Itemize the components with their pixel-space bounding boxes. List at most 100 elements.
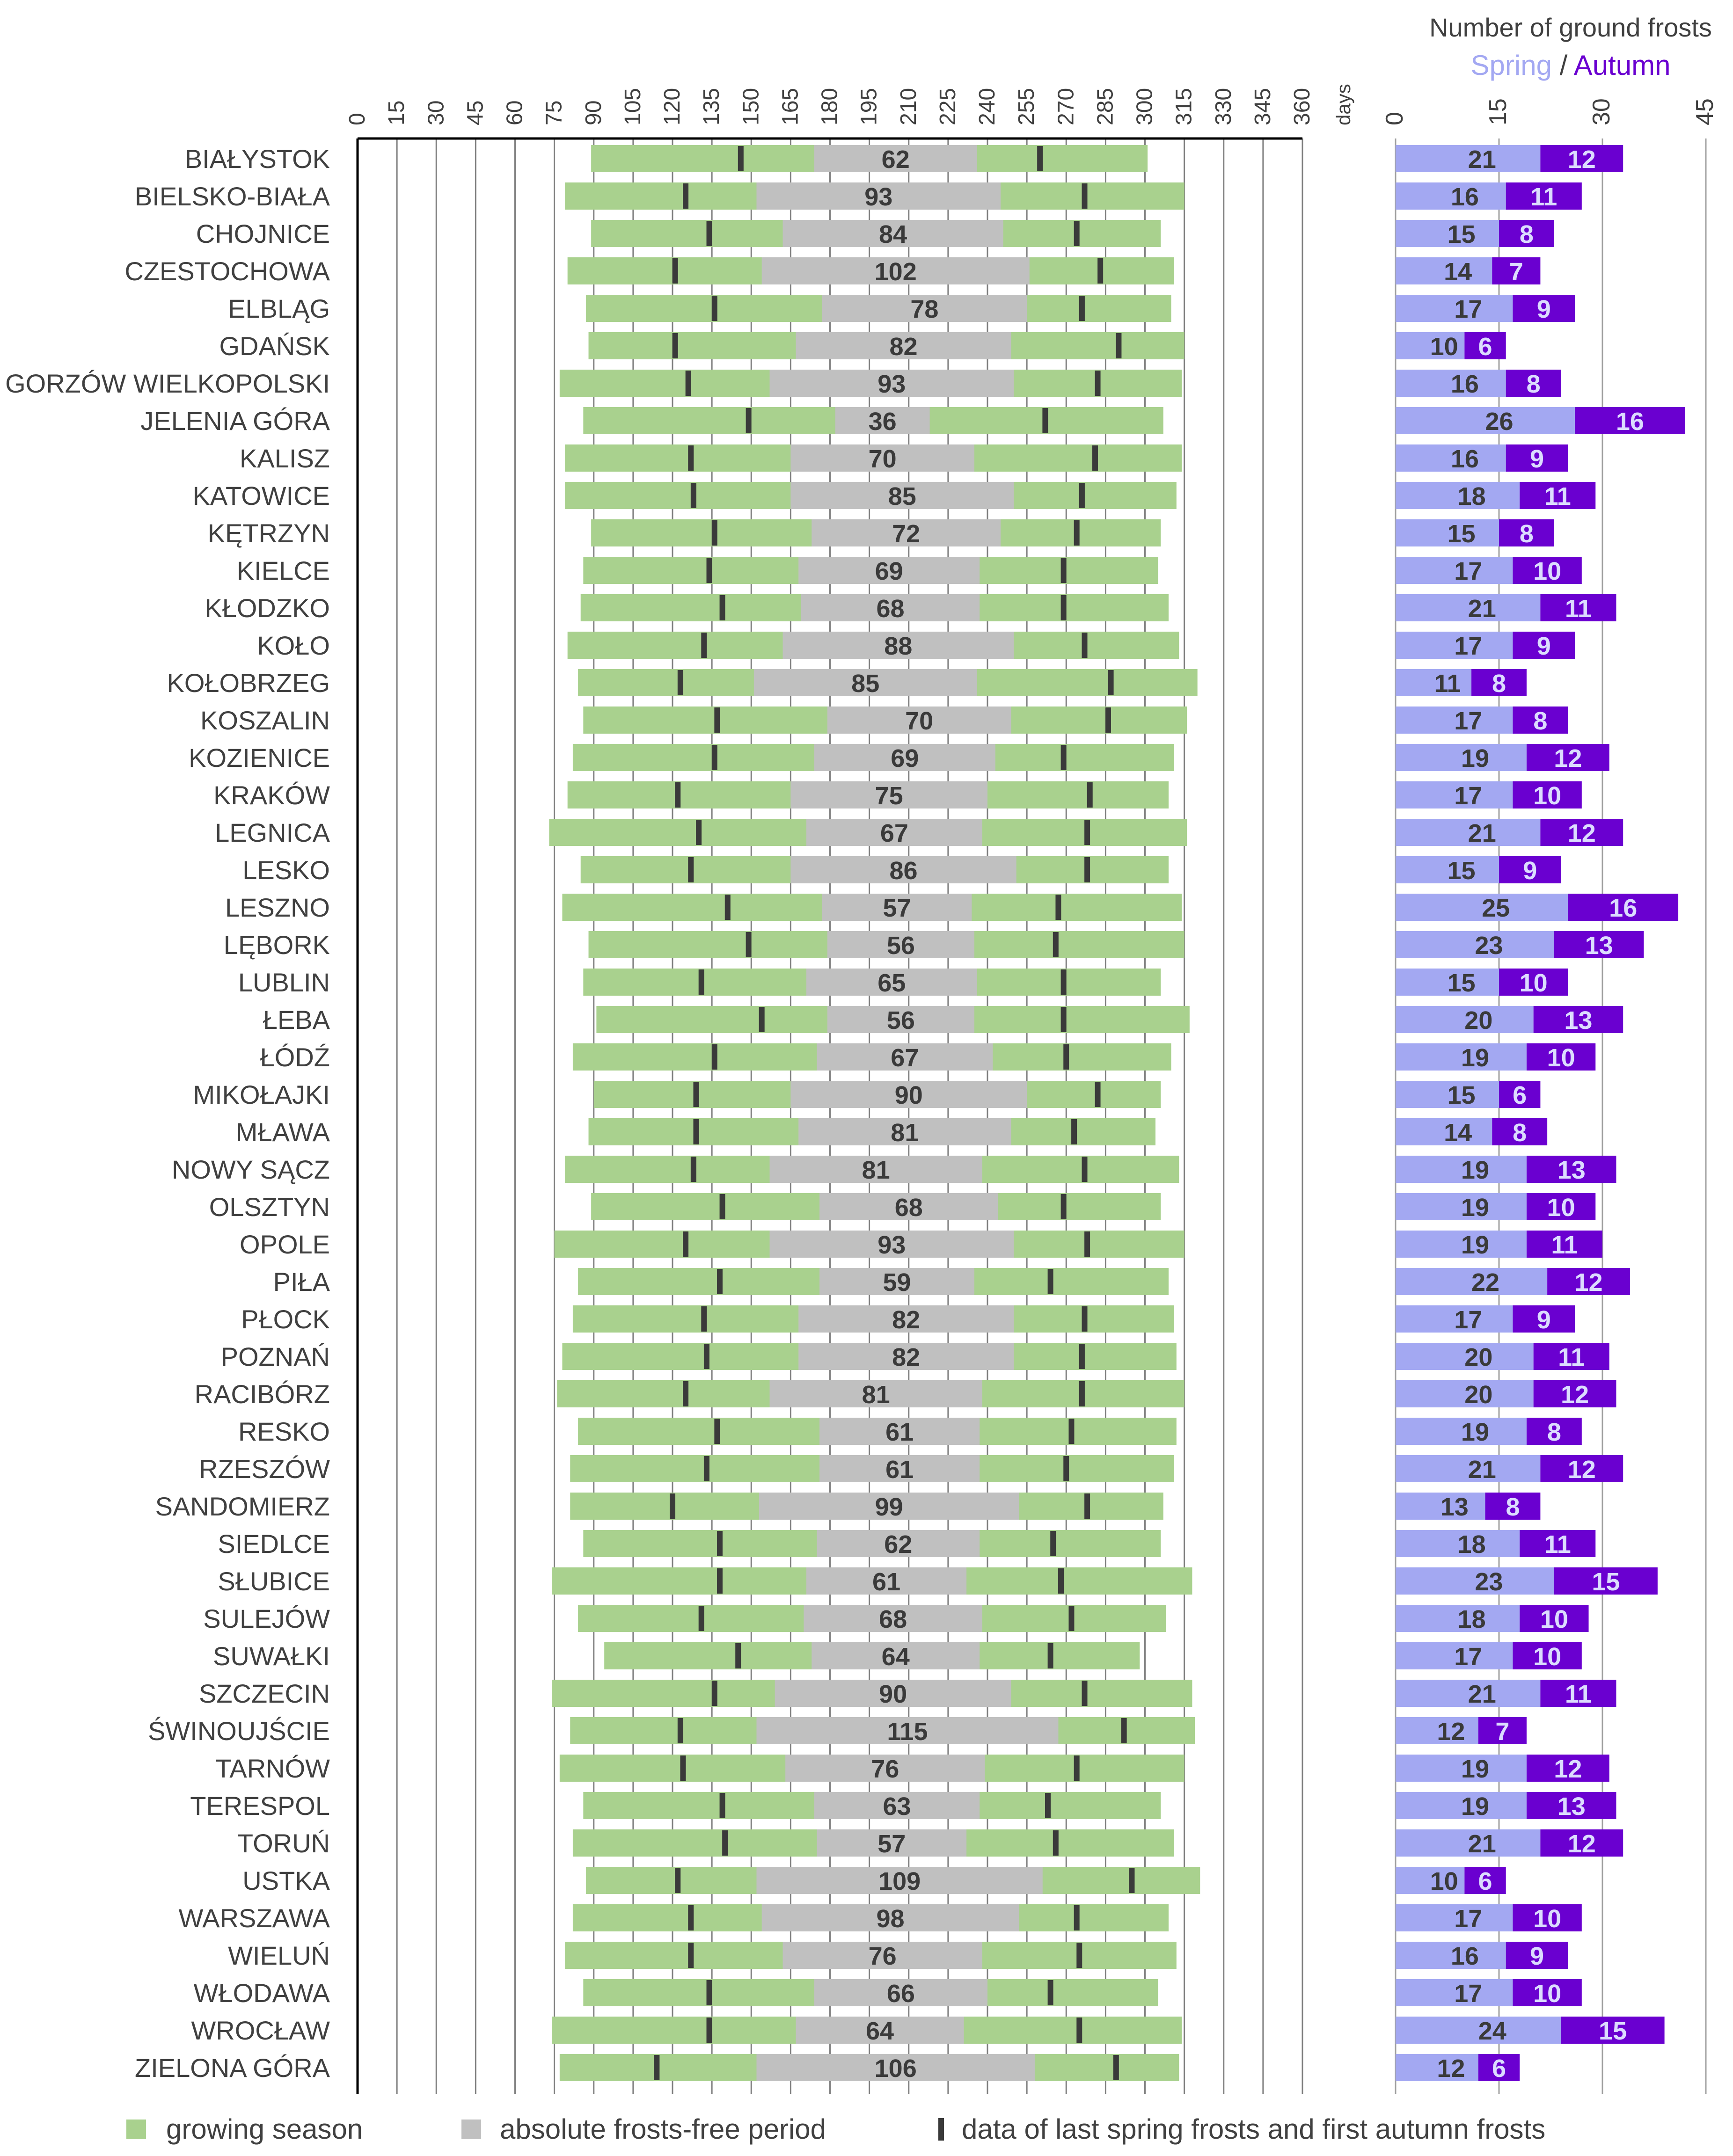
station-label: WROCŁAW: [191, 2016, 330, 2045]
spring-frost-value: 17: [1454, 782, 1482, 810]
first-autumn-frost-marker: [1042, 408, 1048, 433]
frost-free-bar: [822, 894, 972, 921]
spring-frost-value: 15: [1447, 857, 1475, 885]
autumn-frost-value: 12: [1568, 819, 1596, 847]
frost-free-bar: [756, 2054, 1035, 2081]
station-label: PIŁA: [273, 1267, 330, 1297]
tick-label-days-75: 75: [542, 101, 567, 125]
spring-frost-bar: [1396, 894, 1568, 921]
spring-frost-bar: [1396, 145, 1541, 172]
autumn-frost-bar: [1506, 444, 1568, 472]
frost-free-bar: [835, 407, 930, 434]
spring-frost-bar: [1396, 1755, 1527, 1782]
station-label: KOZIENICE: [189, 743, 330, 772]
frost-free-days-label: 61: [872, 1568, 900, 1596]
season-bars: 6293841027882933670857269688885706975678…: [549, 145, 1200, 2083]
spring-frost-bar: [1396, 1717, 1478, 1744]
spring-frost-value: 20: [1464, 1006, 1492, 1034]
spring-frost-value: 19: [1461, 1156, 1489, 1184]
last-spring-frost-marker: [675, 782, 681, 808]
tick-label-days-135: 135: [699, 88, 724, 125]
first-autumn-frost-marker: [1063, 1044, 1069, 1070]
tick-label-days-300: 300: [1133, 88, 1157, 125]
first-autumn-frost-marker: [1060, 745, 1067, 770]
station-label: RACIBÓRZ: [195, 1379, 330, 1409]
x-axis-label-days: days: [1332, 84, 1354, 125]
frost-free-bar: [790, 856, 1016, 883]
frost-free-days-label: 98: [876, 1905, 904, 1933]
last-spring-frost-marker: [701, 1306, 707, 1332]
frost-free-bar: [796, 332, 1011, 359]
spring-frost-bar: [1396, 1455, 1541, 1482]
first-autumn-frost-marker: [1079, 296, 1085, 321]
frost-free-days-label: 99: [875, 1493, 903, 1521]
last-spring-frost-marker: [672, 258, 678, 284]
frost-free-days-label: 81: [862, 1156, 890, 1184]
last-spring-frost-marker: [683, 1231, 689, 1257]
spring-frost-value: 23: [1475, 1568, 1503, 1596]
autumn-frost-value: 10: [1547, 1194, 1575, 1222]
station-label: ŚWINOUJŚCIE: [148, 1716, 330, 1746]
spring-frost-value: 20: [1464, 1381, 1492, 1409]
spring-frost-bar: [1396, 819, 1541, 846]
spring-frost-value: 17: [1454, 295, 1482, 323]
autumn-frost-bar: [1513, 557, 1582, 584]
first-autumn-frost-marker: [1084, 820, 1090, 845]
autumn-frost-bar: [1526, 1792, 1616, 1819]
spring-frost-bar: [1396, 1231, 1527, 1258]
autumn-frost-value: 6: [1478, 333, 1492, 361]
frost-free-days-label: 82: [892, 1306, 920, 1334]
autumn-frost-value: 10: [1533, 557, 1561, 585]
autumn-frost-bar: [1540, 594, 1616, 621]
spring-frost-value: 19: [1461, 1755, 1489, 1783]
first-autumn-frost-marker: [1074, 1905, 1080, 1930]
autumn-frost-value: 10: [1533, 1905, 1561, 1933]
autumn-frost-value: 10: [1540, 1605, 1568, 1633]
last-spring-frost-marker: [680, 1755, 686, 1781]
frost-free-bar: [775, 1680, 1011, 1707]
autumn-frost-value: 10: [1533, 1643, 1561, 1671]
station-label: RESKO: [238, 1417, 330, 1446]
last-spring-frost-marker: [683, 1381, 689, 1406]
spring-frost-bar: [1396, 444, 1506, 472]
spring-frost-value: 16: [1451, 370, 1479, 398]
frost-free-days-label: 57: [877, 1830, 906, 1858]
autumn-frost-value: 11: [1544, 482, 1571, 510]
frost-free-bar: [814, 145, 977, 172]
first-autumn-frost-marker: [1116, 333, 1122, 358]
spring-frost-bar: [1396, 1530, 1520, 1557]
spring-frost-bar: [1396, 1268, 1548, 1295]
spring-frost-value: 17: [1454, 557, 1482, 585]
first-autumn-frost-marker: [1047, 1643, 1053, 1668]
tick-label-days-255: 255: [1014, 88, 1039, 125]
autumn-frost-bar: [1547, 1268, 1630, 1295]
autumn-frost-value: 13: [1558, 1156, 1586, 1184]
autumn-frost-value: 12: [1561, 1381, 1589, 1409]
autumn-frost-bar: [1526, 1193, 1596, 1220]
autumn-frost-value: 13: [1585, 932, 1613, 960]
autumn-frost-value: 16: [1616, 408, 1644, 436]
first-autumn-frost-marker: [1058, 1568, 1064, 1594]
last-spring-frost-marker: [677, 670, 683, 695]
last-spring-frost-marker: [698, 969, 704, 995]
first-autumn-frost-marker: [1060, 969, 1067, 995]
last-spring-frost-marker: [724, 895, 731, 920]
spring-frost-bar: [1396, 1904, 1513, 1931]
spring-frost-value: 16: [1451, 445, 1479, 473]
frost-free-days-label: 61: [885, 1418, 914, 1446]
autumn-frost-bar: [1492, 1118, 1548, 1145]
station-label: OPOLE: [240, 1230, 330, 1259]
autumn-frost-bar: [1492, 257, 1541, 284]
autumn-frost-value: 12: [1568, 1830, 1596, 1858]
frost-free-days-label: 81: [891, 1119, 919, 1147]
frost-free-days-label: 62: [882, 146, 910, 174]
frost-free-bar: [827, 931, 974, 958]
station-label: KŁODZKO: [205, 593, 330, 623]
frost-axis: 0 15 30 45: [1381, 98, 1718, 125]
autumn-frost-bar: [1575, 407, 1685, 434]
tick-label-days-105: 105: [621, 88, 645, 125]
last-spring-frost-marker: [703, 1456, 709, 1481]
spring-frost-bar: [1396, 257, 1492, 284]
frost-free-bar: [769, 1231, 1014, 1258]
